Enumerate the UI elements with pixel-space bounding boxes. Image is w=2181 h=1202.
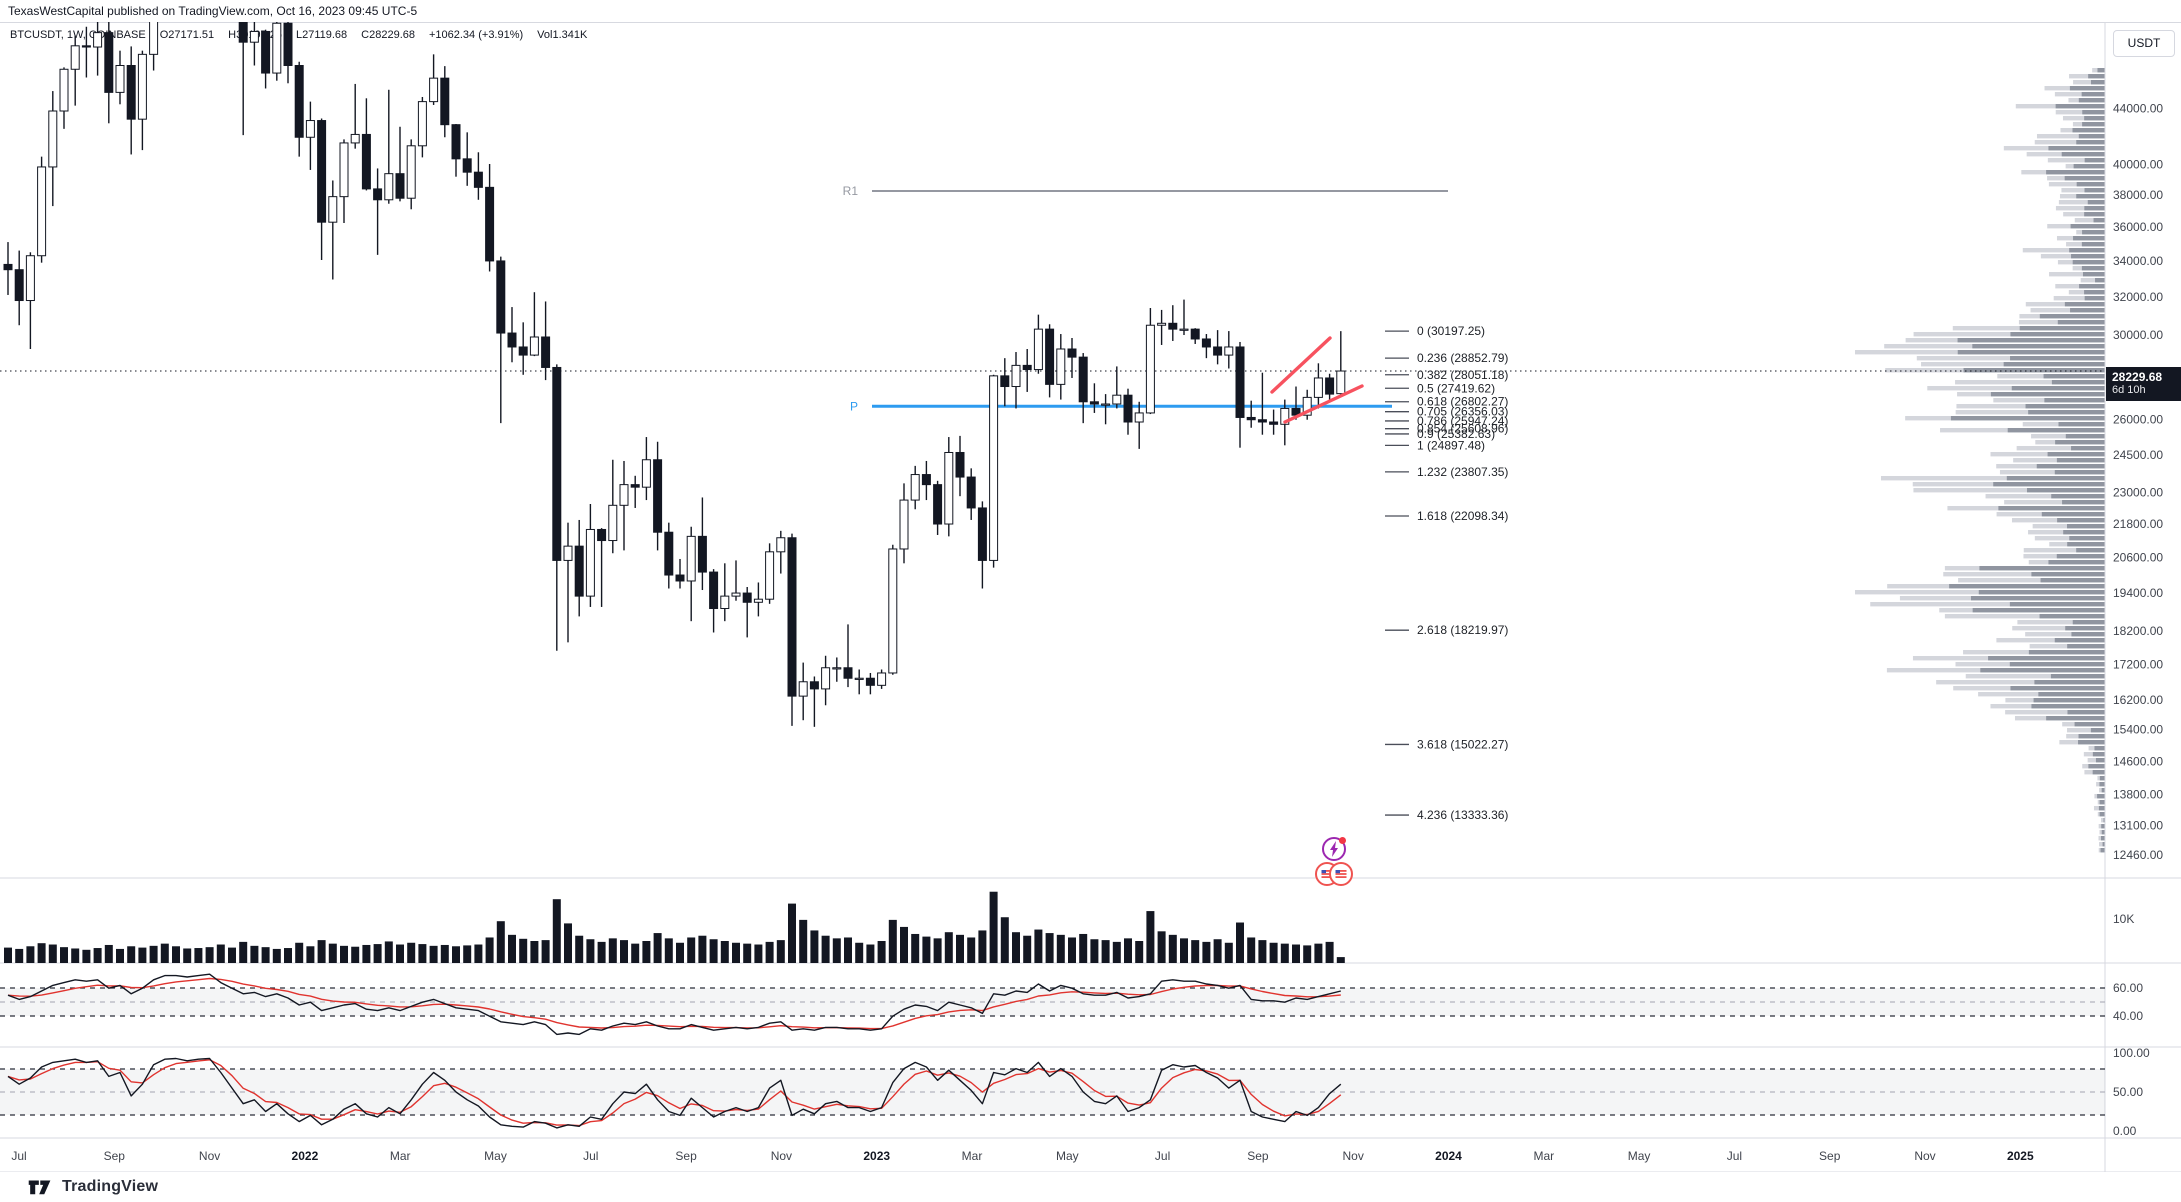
oscillator2-axis-label: 100.00	[2113, 1046, 2150, 1060]
pivot-lines[interactable]: R1 P	[843, 184, 1448, 413]
price-tick-label: 26000.00	[2113, 413, 2163, 427]
legend-change: +1062.34 (+3.91%)	[428, 29, 524, 41]
fib-level-label: 3.618 (15022.27)	[1417, 737, 1508, 751]
price-tick-label: 40000.00	[2113, 158, 2163, 172]
time-tick-month: Mar	[1533, 1149, 1554, 1163]
price-tick-label: 17200.00	[2113, 657, 2163, 671]
fib-level-label: 1.232 (23807.35)	[1417, 465, 1508, 479]
time-tick-month: Nov	[1914, 1149, 1935, 1163]
fib-level-label: 1 (24897.48)	[1417, 438, 1485, 452]
time-tick-month: Jul	[11, 1149, 26, 1163]
publish-header: TexasWestCapital published on TradingVie…	[0, 0, 2181, 23]
candlestick-series[interactable]	[3, 22, 1346, 727]
time-tick-month: Nov	[1343, 1149, 1364, 1163]
legend-low: L27119.68	[295, 29, 348, 41]
brand-footer: TradingView	[0, 1172, 2181, 1202]
time-tick-month: Nov	[199, 1149, 220, 1163]
volatility-event-icon[interactable]	[1322, 837, 1346, 861]
fib-level-label: 0.618 (26802.27)	[1417, 395, 1508, 409]
wedge-drawing[interactable]	[1270, 336, 1364, 424]
currency-label: USDT	[2127, 36, 2161, 50]
time-tick-month: Sep	[104, 1149, 126, 1163]
volume-series[interactable]	[4, 891, 1345, 963]
price-tick-label: 44000.00	[2113, 101, 2163, 115]
time-tick-month: Mar	[962, 1149, 983, 1163]
price-tick-label: 15400.00	[2113, 723, 2163, 737]
fib-level-label: 0.9 (25382.63)	[1417, 427, 1495, 441]
price-tick-label: 21800.00	[2113, 517, 2163, 531]
pivot-label-r1: R1	[843, 184, 859, 198]
oscillator2-axis-label: 0.00	[2113, 1124, 2137, 1138]
fib-level-label: 0 (30197.25)	[1417, 324, 1485, 338]
price-tick-label: 36000.00	[2113, 220, 2163, 234]
fib-level-label: 0.5 (27419.62)	[1417, 381, 1495, 395]
volume-profile	[1855, 68, 2105, 853]
time-tick-month: Sep	[1819, 1149, 1841, 1163]
price-tick-label: 34000.00	[2113, 254, 2163, 268]
price-tick-label: 20600.00	[2113, 551, 2163, 565]
time-axis[interactable]: Jul Sep Nov 2022 Mar May Jul Sep Nov 2023 Mar May Ju…	[11, 1149, 2034, 1163]
price-tick-label: 18200.00	[2113, 624, 2163, 638]
fib-level-label: 0.236 (28852.79)	[1417, 351, 1508, 365]
oscillator1-axis-label: 60.00	[2113, 981, 2143, 995]
last-price-badge: 28229.68 6d 10h	[2106, 367, 2181, 401]
price-tick-label: 24500.00	[2113, 448, 2163, 462]
price-tick-label: 32000.00	[2113, 290, 2163, 304]
fib-retracement[interactable]: 0 (30197.25) 0.236 (28852.79) 0.382 (28051…	[1385, 324, 1508, 822]
event-markers[interactable]	[1315, 837, 1353, 886]
price-tick-label: 19400.00	[2113, 586, 2163, 600]
currency-toggle-button[interactable]: USDT	[2113, 30, 2175, 57]
volume-axis-label: 10K	[2113, 912, 2134, 926]
time-tick-month: Sep	[1247, 1149, 1269, 1163]
time-tick-month: May	[484, 1149, 507, 1163]
us-flags-event-icon[interactable]	[1315, 862, 1353, 886]
oscillator2-axis-label: 50.00	[2113, 1085, 2143, 1099]
tradingview-logo-icon[interactable]	[28, 1176, 54, 1198]
price-tick-label: 14600.00	[2113, 754, 2163, 768]
price-tick-label: 12460.00	[2113, 848, 2163, 862]
tradingview-logo-text[interactable]: TradingView	[62, 1178, 159, 1195]
bar-countdown: 6d 10h	[2112, 384, 2146, 396]
time-tick-month: May	[1628, 1149, 1651, 1163]
time-tick-month: Jul	[1727, 1149, 1742, 1163]
main-chart-canvas[interactable]: R1 P 0 (30197.25) 0.236 (28852.79) 0.382 (2…	[0, 22, 2181, 1172]
fib-level-label: 2.618 (18219.97)	[1417, 623, 1508, 637]
time-tick-month: Nov	[771, 1149, 792, 1163]
time-tick-year: 2022	[292, 1149, 319, 1163]
price-tick-label: 30000.00	[2113, 328, 2163, 342]
price-tick-label: 16200.00	[2113, 693, 2163, 707]
price-tick-label: 13800.00	[2113, 788, 2163, 802]
last-price-value: 28229.68	[2112, 370, 2163, 384]
publish-header-text: TexasWestCapital published on TradingVie…	[8, 4, 418, 18]
legend-open: O27171.51	[159, 29, 215, 41]
fib-level-label: 0.786 (25947.24)	[1417, 414, 1508, 428]
time-tick-year: 2024	[1435, 1149, 1462, 1163]
time-tick-year: 2023	[863, 1149, 890, 1163]
fib-level-label: 0.705 (26356.03)	[1417, 405, 1508, 419]
time-tick-month: Jul	[583, 1149, 598, 1163]
legend-close: C28229.68	[361, 29, 415, 41]
fib-level-label: 1.618 (22098.34)	[1417, 509, 1508, 523]
time-tick-month: May	[1056, 1149, 1079, 1163]
oscillator-pane-2[interactable]	[7, 1057, 1342, 1129]
fib-level-label: 0.382 (28051.18)	[1417, 368, 1508, 382]
fib-level-label: 4.236 (13333.36)	[1417, 808, 1508, 822]
oscillator-pane-1[interactable]	[7, 973, 1341, 1036]
legend-volume: Vol1.341K	[537, 29, 588, 41]
time-tick-month: Sep	[675, 1149, 697, 1163]
time-tick-year: 2025	[2007, 1149, 2034, 1163]
time-tick-month: Jul	[1155, 1149, 1170, 1163]
price-tick-label: 38000.00	[2113, 188, 2163, 202]
oscillator1-axis-label: 40.00	[2113, 1009, 2143, 1023]
fib-level-label: 0.854 (25608.96)	[1417, 422, 1508, 436]
time-tick-month: Mar	[390, 1149, 411, 1163]
price-tick-label: 13100.00	[2113, 818, 2163, 832]
pivot-label-p: P	[850, 399, 858, 413]
price-axis[interactable]: 44000.00 40000.00 38000.00 36000.00 34000.00…	[2113, 101, 2163, 1138]
price-tick-label: 23000.00	[2113, 485, 2163, 499]
